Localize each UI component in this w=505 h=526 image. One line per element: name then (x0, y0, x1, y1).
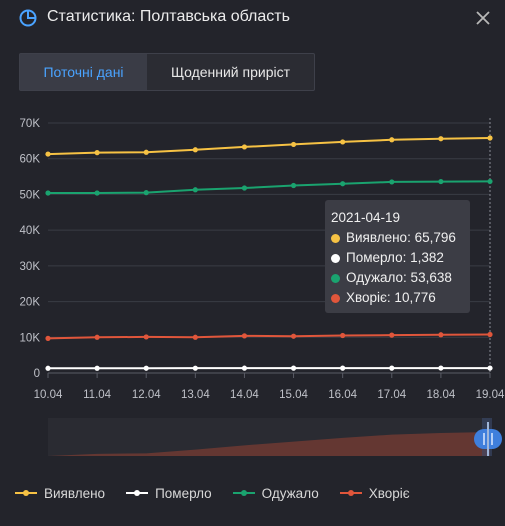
data-point[interactable] (389, 137, 395, 143)
data-point[interactable] (45, 365, 51, 371)
data-point[interactable] (94, 150, 100, 156)
tooltip-row-text: Померло: 1,382 (346, 250, 444, 265)
legend-line-icon (339, 490, 362, 496)
x-tick-label: 12.04 (132, 389, 161, 401)
series-line (48, 180, 491, 194)
dialog-title: Статистика: Полтавська область (47, 8, 290, 25)
legend-line-icon (232, 490, 255, 496)
tab-bar: Поточні дані Щоденний приріст (19, 53, 315, 91)
legend-item-detected[interactable]: Виявлено (14, 486, 105, 501)
data-point[interactable] (241, 185, 248, 191)
data-point[interactable] (143, 365, 149, 371)
x-tick-label: 16.04 (328, 389, 357, 401)
y-tick-label: 50K (20, 189, 41, 201)
data-point[interactable] (487, 178, 493, 185)
tooltip-row-recovered: Одужало: 53,638 (331, 268, 470, 288)
legend-line-icon (15, 490, 37, 496)
legend-item-recovered[interactable]: Одужало (232, 486, 319, 501)
data-point[interactable] (143, 334, 149, 340)
y-tick-label: 10K (20, 332, 41, 344)
data-point[interactable] (192, 334, 198, 340)
y-tick-label: 60K (20, 154, 41, 166)
y-tick-label: 0 (34, 368, 40, 380)
legend-item-died[interactable]: Померло (125, 486, 212, 501)
data-point[interactable] (389, 365, 395, 371)
x-tick-label: 13.04 (181, 389, 210, 401)
series-line (47, 333, 491, 340)
data-point[interactable] (290, 333, 297, 339)
legend-label: Хворіє (368, 485, 410, 501)
data-point[interactable] (438, 332, 444, 338)
series-line (47, 137, 491, 156)
data-point[interactable] (438, 136, 444, 142)
legend-label: Виявлено (44, 485, 106, 501)
data-point[interactable] (340, 332, 346, 339)
data-point[interactable] (143, 190, 149, 196)
tooltip-date: 2021-04-19 (331, 210, 401, 225)
data-point[interactable] (340, 181, 346, 187)
tab-daily-growth[interactable]: Щоденний приріст (170, 64, 291, 80)
data-point[interactable] (94, 190, 100, 196)
data-point[interactable] (94, 365, 100, 371)
data-point[interactable] (487, 135, 493, 141)
zoom-preview-area (48, 432, 490, 456)
data-point[interactable] (241, 333, 248, 339)
data-point[interactable] (241, 144, 248, 150)
legend-label: Одужало (261, 485, 319, 501)
pie-chart-icon (19, 9, 37, 27)
x-tick-label: 10.04 (34, 389, 63, 401)
data-point[interactable] (290, 182, 297, 189)
tab-current-data[interactable]: Поточні дані (20, 54, 147, 90)
data-point[interactable] (438, 178, 444, 185)
tooltip-row-died: Померло: 1,382 (331, 248, 470, 268)
y-tick-label: 40K (20, 225, 41, 237)
data-point[interactable] (45, 335, 51, 341)
data-point[interactable] (94, 334, 100, 340)
series-color-dot (331, 273, 340, 283)
data-point[interactable] (192, 365, 198, 371)
series-color-dot (331, 233, 340, 243)
x-tick-label: 18.04 (426, 389, 455, 401)
x-tick-label: 19.04 (476, 389, 505, 401)
data-point[interactable] (192, 147, 198, 153)
x-tick-label: 15.04 (279, 389, 308, 401)
series-color-dot (331, 253, 340, 263)
legend-item-sick[interactable]: Хворіє (339, 486, 410, 501)
y-tick-label: 70K (20, 118, 41, 130)
legend-line-icon (126, 490, 149, 496)
chart-legend: Виявлено Померло Одужало Хворіє (14, 483, 430, 503)
y-tick-label: 20K (20, 297, 41, 309)
tooltip-row-text: Одужало: 53,638 (346, 270, 452, 285)
line-chart: 0 10K 20K 30K 40K 50K 60K 70K 10.04 11.04 12.04 13… (20, 118, 505, 456)
data-point[interactable] (290, 365, 297, 371)
data-point[interactable] (340, 139, 346, 145)
data-point[interactable] (487, 331, 493, 338)
data-point[interactable] (340, 365, 346, 371)
data-point[interactable] (45, 190, 51, 196)
tooltip-row-text: Хворіє: 10,776 (346, 290, 436, 305)
y-tick-label: 30K (20, 261, 41, 273)
tooltip-row-detected: Виявлено: 65,796 (331, 228, 470, 248)
data-point[interactable] (487, 365, 493, 371)
data-point[interactable] (290, 141, 297, 148)
data-point[interactable] (45, 151, 51, 157)
data-point[interactable] (438, 365, 444, 371)
data-point[interactable] (389, 332, 395, 338)
tooltip-row-sick: Хворіє: 10,776 (331, 288, 470, 308)
data-point[interactable] (192, 187, 198, 193)
x-tick-label: 14.04 (230, 389, 259, 401)
series-color-dot (331, 293, 340, 303)
data-point[interactable] (389, 179, 395, 185)
tooltip-row-text: Виявлено: 65,796 (346, 230, 456, 245)
chart-tooltip: 2021-04-19 Виявлено: 65,796 Померло: 1,3… (325, 200, 470, 313)
data-point[interactable] (241, 365, 248, 371)
close-icon[interactable] (473, 8, 493, 28)
x-tick-label: 11.04 (83, 389, 112, 401)
data-point[interactable] (143, 149, 149, 155)
dialog-header: Статистика: Полтавська область (0, 0, 505, 38)
legend-label: Померло (155, 485, 212, 501)
x-tick-label: 17.04 (377, 389, 406, 401)
